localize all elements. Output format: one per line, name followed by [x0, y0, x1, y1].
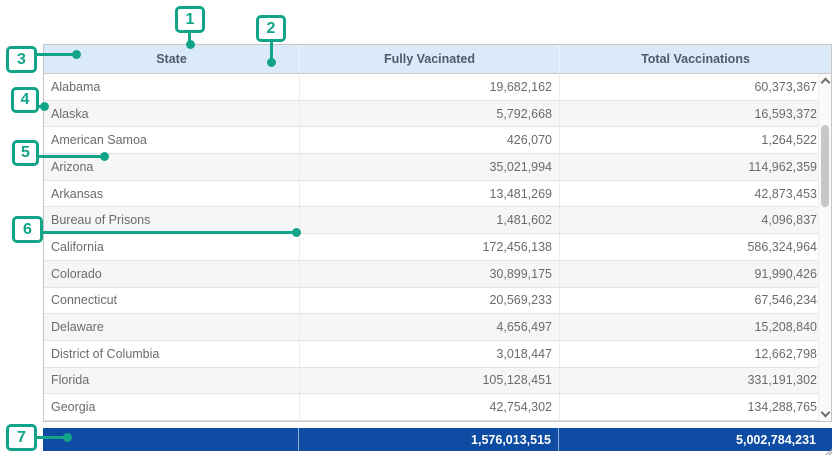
- callout-6-line: [39, 231, 294, 234]
- cell-total-vaccinations: 91,990,426: [559, 261, 831, 287]
- table-row[interactable]: Florida 105,128,451 331,191,302: [44, 368, 831, 395]
- cell-state: Connecticut: [44, 288, 299, 314]
- callout-1-dot: [186, 40, 195, 49]
- column-header-total-vaccinations[interactable]: Total Vaccinations: [559, 45, 831, 73]
- table-row[interactable]: Connecticut 20,569,233 67,546,234: [44, 288, 831, 315]
- cell-fully-vaccinated: 4,656,497: [299, 314, 559, 340]
- cell-total-vaccinations: 42,873,453: [559, 181, 831, 207]
- cell-state: District of Columbia: [44, 341, 299, 367]
- callout-2-dot: [267, 58, 276, 67]
- vertical-scrollbar[interactable]: [818, 74, 831, 421]
- cell-fully-vaccinated: 1,481,602: [299, 207, 559, 233]
- cell-state: California: [44, 234, 299, 260]
- chevron-up-icon: [820, 78, 830, 88]
- table-body: Alabama 19,682,162 60,373,367 Alaska 5,7…: [44, 74, 831, 421]
- callout-5-line: [35, 155, 101, 158]
- cell-state: Arkansas: [44, 181, 299, 207]
- cell-total-vaccinations: 586,324,964: [559, 234, 831, 260]
- chevron-down-icon: [820, 408, 830, 418]
- cell-total-vaccinations: 134,288,765: [559, 394, 831, 420]
- scroll-down-button[interactable]: [819, 406, 831, 421]
- cell-total-vaccinations: 15,208,840: [559, 314, 831, 340]
- cell-fully-vaccinated: 13,481,269: [299, 181, 559, 207]
- cell-fully-vaccinated: 105,128,451: [299, 368, 559, 394]
- cell-state: Alaska: [44, 101, 299, 127]
- cell-fully-vaccinated: 426,070: [299, 127, 559, 153]
- callout-4-dot: [40, 102, 49, 111]
- totals-cell-total-vaccinations: 5,002,784,231: [558, 428, 832, 451]
- cell-total-vaccinations: 331,191,302: [559, 368, 831, 394]
- callout-4: 4: [11, 87, 39, 113]
- table-row[interactable]: California 172,456,138 586,324,964: [44, 234, 831, 261]
- callout-3-line: [33, 53, 75, 56]
- cell-total-vaccinations: 114,962,359: [559, 154, 831, 180]
- column-header-state[interactable]: State: [44, 45, 299, 73]
- callout-2: 2: [256, 15, 286, 42]
- table-row[interactable]: Georgia 42,754,302 134,288,765: [44, 394, 831, 421]
- cell-fully-vaccinated: 172,456,138: [299, 234, 559, 260]
- table-row[interactable]: Colorado 30,899,175 91,990,426: [44, 261, 831, 288]
- table-row[interactable]: Arizona 35,021,994 114,962,359: [44, 154, 831, 181]
- cell-fully-vaccinated: 35,021,994: [299, 154, 559, 180]
- callout-5-dot: [100, 152, 109, 161]
- cell-state: Delaware: [44, 314, 299, 340]
- cell-fully-vaccinated: 20,569,233: [299, 288, 559, 314]
- cell-total-vaccinations: 60,373,367: [559, 74, 831, 100]
- scrollbar-thumb[interactable]: [821, 125, 829, 207]
- callout-2-line: [270, 40, 273, 60]
- column-header-fully-vaccinated[interactable]: Fully Vacinated: [299, 45, 559, 73]
- screenshot-root: State Fully Vacinated Total Vaccinations…: [0, 0, 833, 453]
- totals-row: 1,576,013,515 5,002,784,231: [43, 428, 832, 451]
- table-row[interactable]: Delaware 4,656,497 15,208,840: [44, 314, 831, 341]
- cell-total-vaccinations: 16,593,372: [559, 101, 831, 127]
- callout-3: 3: [6, 46, 37, 73]
- table-row[interactable]: American Samoa 426,070 1,264,522: [44, 127, 831, 154]
- cell-total-vaccinations: 12,662,798: [559, 341, 831, 367]
- cell-state: Colorado: [44, 261, 299, 287]
- table-row[interactable]: Arkansas 13,481,269 42,873,453: [44, 181, 831, 208]
- resize-grip-icon[interactable]: [823, 443, 833, 453]
- cell-fully-vaccinated: 19,682,162: [299, 74, 559, 100]
- cell-total-vaccinations: 1,264,522: [559, 127, 831, 153]
- cell-state: Florida: [44, 368, 299, 394]
- callout-7-line: [33, 436, 65, 439]
- callout-3-dot: [72, 50, 81, 59]
- cell-total-vaccinations: 67,546,234: [559, 288, 831, 314]
- callout-7: 7: [6, 424, 37, 451]
- table-row[interactable]: District of Columbia 3,018,447 12,662,79…: [44, 341, 831, 368]
- callout-5: 5: [12, 140, 39, 166]
- table-row[interactable]: Alaska 5,792,668 16,593,372: [44, 101, 831, 128]
- cell-fully-vaccinated: 5,792,668: [299, 101, 559, 127]
- cell-fully-vaccinated: 30,899,175: [299, 261, 559, 287]
- callout-7-dot: [63, 433, 72, 442]
- totals-cell-state: [43, 428, 298, 451]
- table-row[interactable]: Alabama 19,682,162 60,373,367: [44, 74, 831, 101]
- callout-6: 6: [12, 216, 43, 243]
- callout-1: 1: [175, 6, 205, 33]
- cell-state: Alabama: [44, 74, 299, 100]
- cell-fully-vaccinated: 42,754,302: [299, 394, 559, 420]
- cell-state: Bureau of Prisons: [44, 207, 299, 233]
- callout-6-dot: [292, 228, 301, 237]
- table-header: State Fully Vacinated Total Vaccinations: [44, 45, 831, 74]
- cell-total-vaccinations: 4,096,837: [559, 207, 831, 233]
- totals-cell-fully-vaccinated: 1,576,013,515: [298, 428, 558, 451]
- scroll-up-button[interactable]: [819, 74, 831, 89]
- cell-state: Georgia: [44, 394, 299, 420]
- cell-fully-vaccinated: 3,018,447: [299, 341, 559, 367]
- cell-state: American Samoa: [44, 127, 299, 153]
